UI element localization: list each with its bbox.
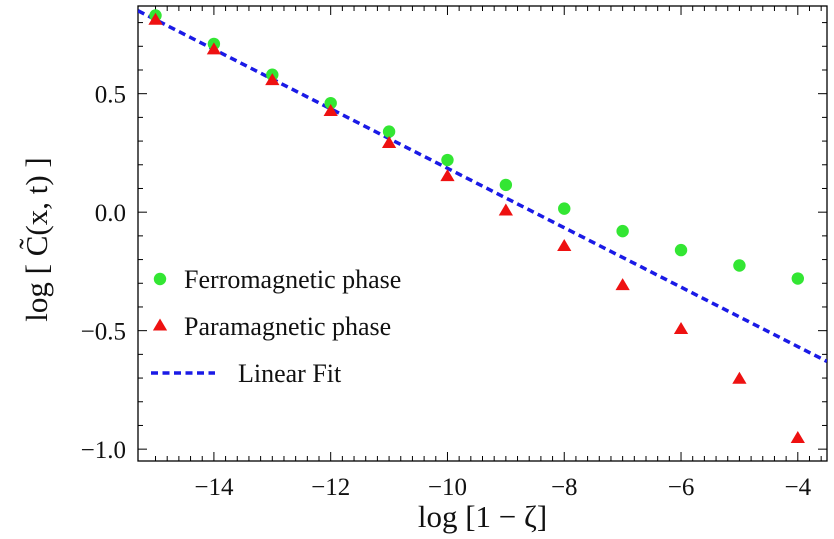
x-tick-label: −4 bbox=[785, 474, 812, 501]
paramagnetic-point bbox=[148, 12, 163, 25]
ferromagnetic-point bbox=[499, 178, 513, 192]
x-tick-label: −8 bbox=[551, 474, 578, 501]
legend-ferromagnetic-label: Ferromagnetic phase bbox=[184, 265, 401, 294]
y-tick-label: 0.0 bbox=[95, 200, 126, 227]
paramagnetic-point bbox=[440, 169, 455, 182]
x-tick-label: −6 bbox=[668, 474, 695, 501]
x-tick-label: −10 bbox=[428, 474, 467, 501]
plot-frame bbox=[137, 5, 828, 462]
paramagnetic-point bbox=[323, 103, 338, 116]
y-tick-label: −0.5 bbox=[81, 319, 126, 346]
paramagnetic-point bbox=[265, 73, 280, 86]
ferromagnetic-point bbox=[674, 243, 688, 257]
legend-ferromagnetic-marker bbox=[153, 272, 167, 286]
x-tick-label: −12 bbox=[311, 474, 350, 501]
x-tick-label: −14 bbox=[194, 474, 234, 501]
ferromagnetic-point bbox=[733, 259, 746, 272]
paramagnetic-point bbox=[381, 135, 397, 148]
linear-fit-line bbox=[138, 9, 827, 364]
paramagnetic-point bbox=[732, 371, 747, 384]
paramagnetic-point bbox=[790, 430, 805, 443]
ferromagnetic-point bbox=[382, 125, 396, 138]
paramagnetic-point bbox=[206, 42, 222, 55]
legend-paramagnetic-marker bbox=[152, 318, 168, 331]
y-tick-label: 0.5 bbox=[95, 82, 126, 109]
ferromagnetic-point bbox=[558, 202, 571, 215]
y-axis-label: log [ C̃(x, t) ] bbox=[19, 157, 54, 321]
ferromagnetic-point bbox=[324, 96, 337, 110]
legend-paramagnetic-label: Paramagnetic phase bbox=[184, 312, 391, 341]
ferromagnetic-point bbox=[441, 153, 454, 167]
paramagnetic-point bbox=[498, 203, 513, 216]
ferromagnetic-point bbox=[616, 224, 629, 238]
paramagnetic-point bbox=[557, 239, 572, 252]
paramagnetic-point bbox=[673, 321, 689, 334]
y-tick-label: −1.0 bbox=[81, 437, 126, 464]
ferromagnetic-point bbox=[791, 272, 805, 285]
legend-linear-fit-label: Linear Fit bbox=[238, 359, 342, 388]
paramagnetic-point bbox=[615, 278, 630, 291]
x-axis-label: log [1 − ζ] bbox=[418, 499, 547, 534]
